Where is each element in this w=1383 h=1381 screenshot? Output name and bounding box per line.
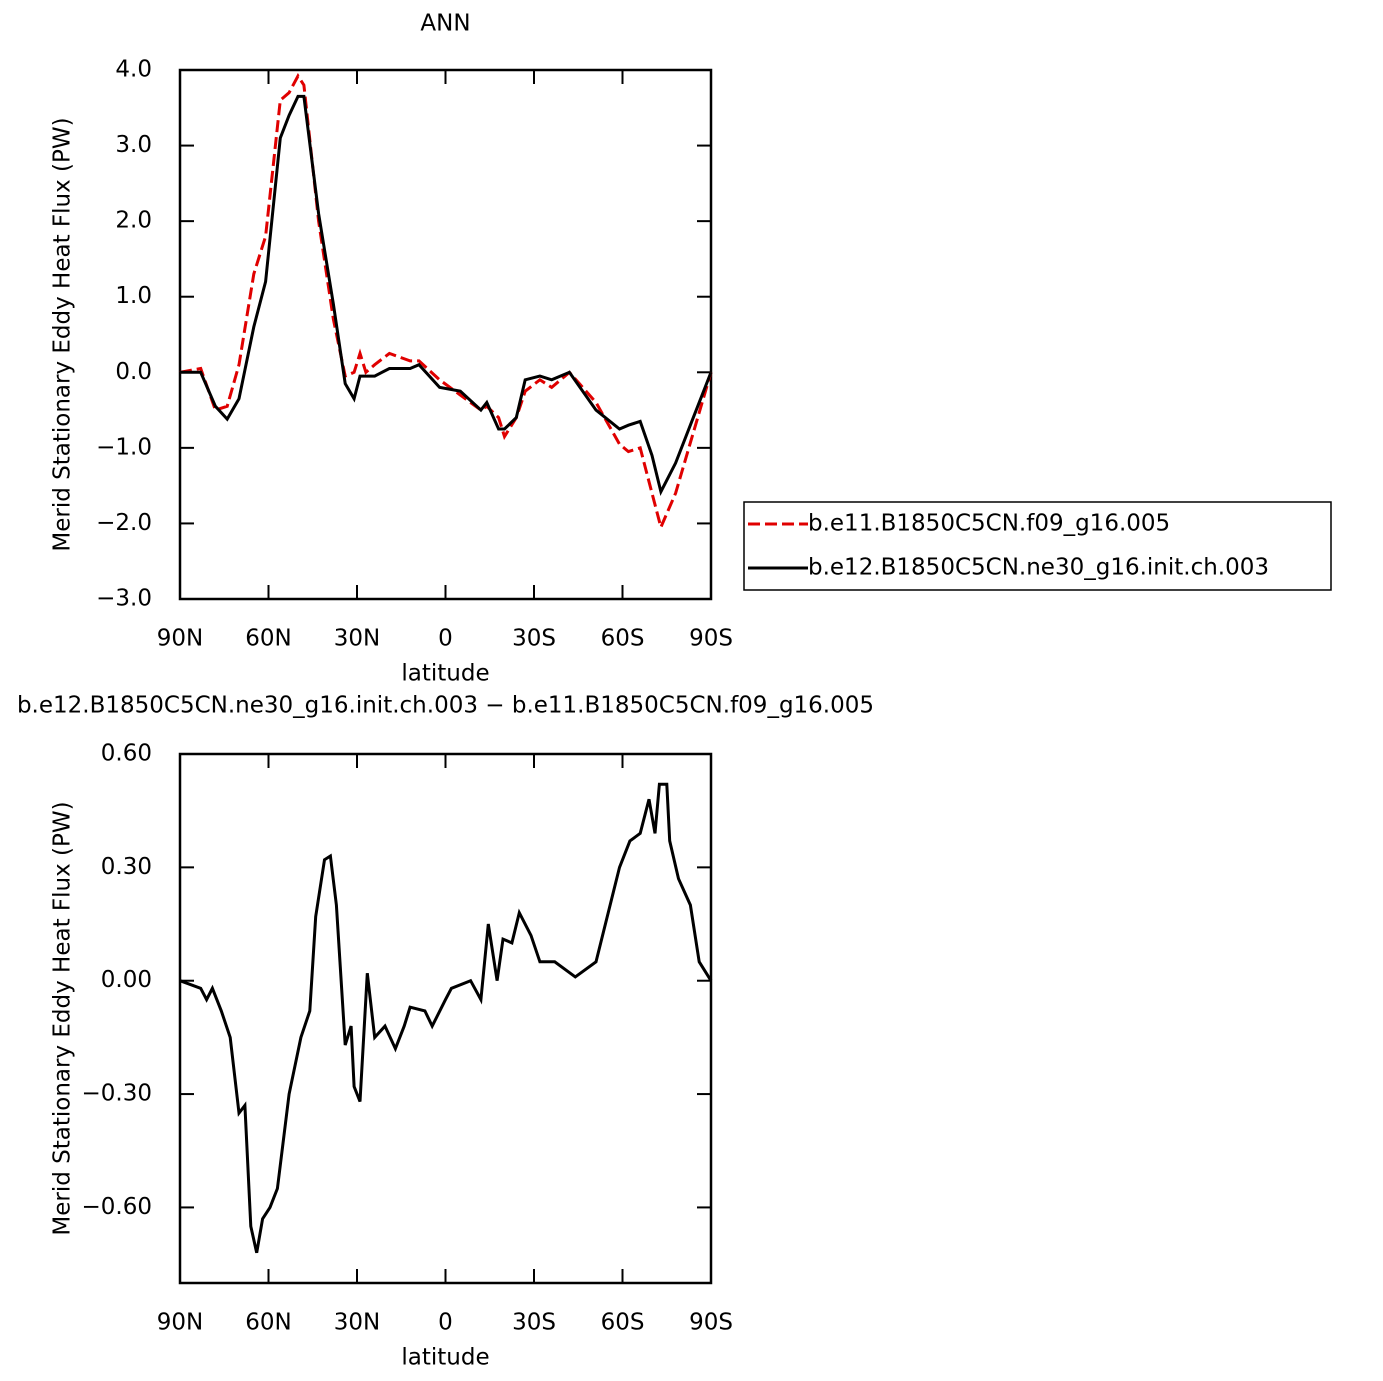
x-tick-label: 60N (245, 1310, 291, 1336)
data-line (179, 782, 713, 1254)
y-tick-label: 0.0 (115, 359, 152, 385)
x-tick-label: 90S (689, 626, 733, 652)
y-tick-label: 0.00 (101, 967, 152, 993)
x-tick-label: 90N (157, 1310, 203, 1336)
x-tick-label: 0 (438, 1310, 453, 1336)
y-tick-label: −3.0 (96, 586, 152, 612)
x-tick-label: 30N (334, 1310, 380, 1336)
x-axis-label: latitude (401, 661, 489, 687)
x-tick-label: 30S (512, 626, 556, 652)
y-tick-label: 3.0 (115, 132, 152, 158)
plot-frame (178, 68, 713, 601)
chart-title: b.e12.B1850C5CN.ne30_g16.init.ch.003 − b… (17, 693, 874, 719)
y-tick-label: −2.0 (96, 510, 152, 536)
y-tick-label: 1.0 (115, 283, 152, 309)
x-tick-label: 0 (438, 626, 453, 652)
x-tick-label: 90S (689, 1310, 733, 1336)
y-tick-label: −0.60 (82, 1194, 152, 1220)
data-line (179, 73, 713, 532)
plot-frame (178, 752, 713, 1285)
chart-title: ANN (420, 11, 470, 37)
legend-box (743, 501, 1332, 591)
y-tick-label: −1.0 (96, 434, 152, 460)
x-tick-label: 90N (157, 626, 203, 652)
data-line (180, 94, 713, 496)
x-tick-label: 30N (334, 626, 380, 652)
x-tick-label: 30S (512, 1310, 556, 1336)
y-tick-label: 0.60 (101, 741, 152, 767)
x-axis-label: latitude (401, 1345, 489, 1371)
y-tick-label: −0.30 (82, 1081, 152, 1107)
x-tick-label: 60N (245, 626, 291, 652)
y-tick-label: 0.30 (101, 854, 152, 880)
x-tick-label: 60S (601, 626, 645, 652)
y-tick-label: 4.0 (115, 57, 152, 83)
y-tick-label: 2.0 (115, 208, 152, 234)
legend-label: b.e11.B1850C5CN.f09_g16.005 (808, 511, 1170, 537)
y-axis-label: Merid Stationary Eddy Heat Flux (PW) (50, 801, 76, 1235)
y-axis-label: Merid Stationary Eddy Heat Flux (PW) (50, 117, 76, 551)
legend-label: b.e12.B1850C5CN.ne30_g16.init.ch.003 (808, 555, 1269, 581)
x-tick-label: 60S (601, 1310, 645, 1336)
